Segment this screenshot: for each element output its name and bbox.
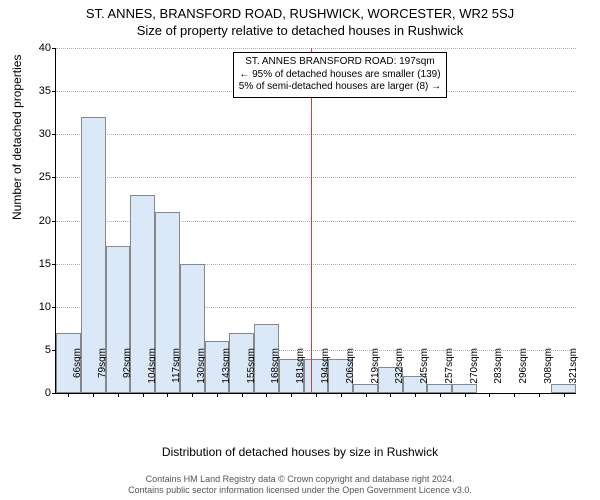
xtick-mark: [341, 393, 342, 397]
annotation-line: 5% of semi-detached houses are larger (8…: [239, 81, 441, 94]
footer-attribution: Contains HM Land Registry data © Crown c…: [0, 474, 600, 496]
ytick-mark: [52, 393, 56, 394]
ytick-label: 30: [21, 128, 51, 140]
annotation-line: ← 95% of detached houses are smaller (13…: [239, 69, 441, 82]
xtick-mark: [143, 393, 144, 397]
gridline: [56, 134, 576, 135]
ytick-label: 35: [21, 85, 51, 97]
xtick-mark: [564, 393, 565, 397]
xtick-label: 296sqm: [518, 348, 529, 398]
ytick-label: 0: [21, 387, 51, 399]
xtick-mark: [366, 393, 367, 397]
footer-line-2: Contains public sector information licen…: [0, 485, 600, 496]
ytick-label: 10: [21, 301, 51, 313]
xtick-mark: [291, 393, 292, 397]
xtick-mark: [539, 393, 540, 397]
y-axis-label: Number of detached properties: [10, 55, 24, 220]
ytick-label: 40: [21, 42, 51, 54]
xtick-mark: [217, 393, 218, 397]
ytick-mark: [52, 134, 56, 135]
xtick-mark: [242, 393, 243, 397]
ytick-label: 25: [21, 171, 51, 183]
xtick-mark: [167, 393, 168, 397]
xtick-mark: [93, 393, 94, 397]
chart-area: 051015202530354066sqm79sqm92sqm104sqm117…: [55, 48, 575, 393]
ytick-label: 20: [21, 215, 51, 227]
reference-line: [311, 48, 312, 393]
xtick-label: 283sqm: [493, 348, 504, 398]
ytick-mark: [52, 264, 56, 265]
xtick-mark: [316, 393, 317, 397]
gridline: [56, 48, 576, 49]
ytick-mark: [52, 221, 56, 222]
xtick-label: 270sqm: [469, 348, 480, 398]
xtick-mark: [266, 393, 267, 397]
plot-region: 051015202530354066sqm79sqm92sqm104sqm117…: [55, 48, 576, 394]
ytick-mark: [52, 307, 56, 308]
annotation-box: ST. ANNES BRANSFORD ROAD: 197sqm← 95% of…: [233, 52, 447, 98]
ytick-label: 15: [21, 258, 51, 270]
footer-line-1: Contains HM Land Registry data © Crown c…: [0, 474, 600, 485]
chart-container: ST. ANNES, BRANSFORD ROAD, RUSHWICK, WOR…: [0, 0, 600, 500]
x-axis-label: Distribution of detached houses by size …: [0, 445, 600, 459]
ytick-label: 5: [21, 344, 51, 356]
ytick-mark: [52, 48, 56, 49]
xtick-mark: [514, 393, 515, 397]
xtick-mark: [68, 393, 69, 397]
page-title: ST. ANNES, BRANSFORD ROAD, RUSHWICK, WOR…: [0, 0, 600, 21]
xtick-label: 321sqm: [568, 348, 579, 398]
xtick-mark: [118, 393, 119, 397]
xtick-mark: [489, 393, 490, 397]
xtick-mark: [390, 393, 391, 397]
xtick-mark: [192, 393, 193, 397]
ytick-mark: [52, 177, 56, 178]
gridline: [56, 177, 576, 178]
ytick-mark: [52, 91, 56, 92]
xtick-mark: [465, 393, 466, 397]
page-subtitle: Size of property relative to detached ho…: [0, 21, 600, 38]
xtick-mark: [440, 393, 441, 397]
annotation-line: ST. ANNES BRANSFORD ROAD: 197sqm: [239, 56, 441, 69]
xtick-mark: [415, 393, 416, 397]
